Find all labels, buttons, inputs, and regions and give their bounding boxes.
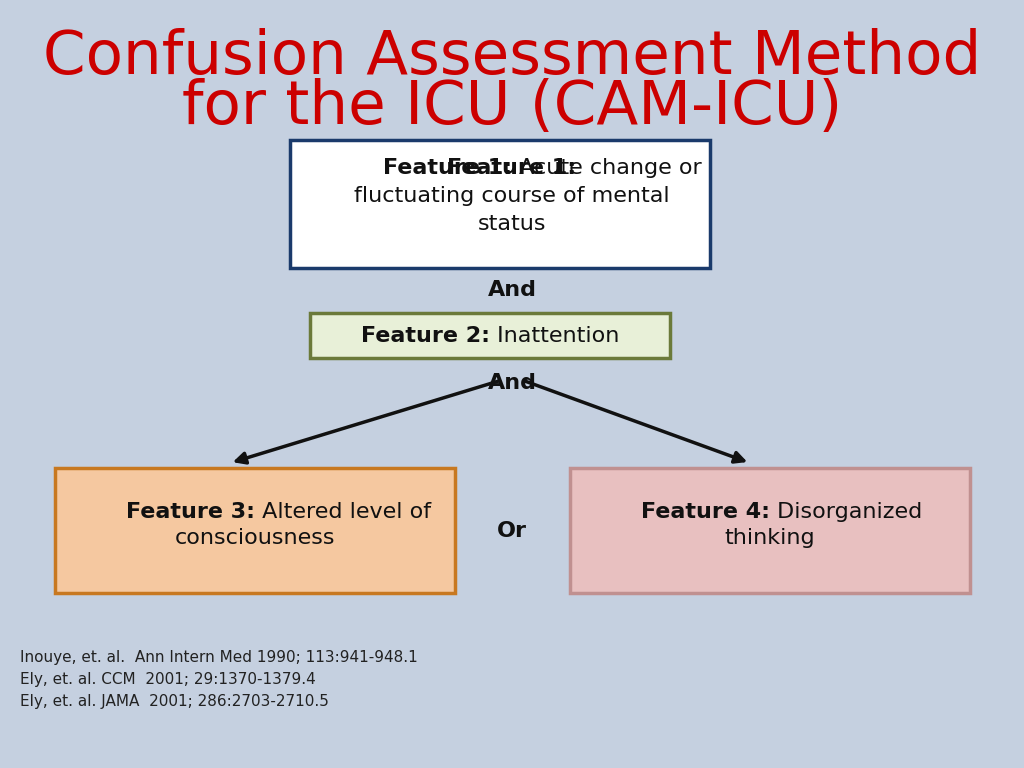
Text: And: And [487,280,537,300]
FancyBboxPatch shape [570,468,970,593]
Text: Feature 3:: Feature 3: [126,502,255,522]
Text: And: And [487,373,537,393]
Text: Feature 1:: Feature 1: [383,158,512,178]
Text: Inouye, et. al.  Ann Intern Med 1990; 113:941-948.1
Ely, et. al. CCM  2001; 29:1: Inouye, et. al. Ann Intern Med 1990; 113… [20,650,418,710]
Text: Feature 4:: Feature 4: [641,502,770,522]
Text: for the ICU (CAM-ICU): for the ICU (CAM-ICU) [182,78,842,137]
Text: status: status [478,214,546,234]
Text: Confusion Assessment Method: Confusion Assessment Method [43,28,981,87]
Text: Acute change or: Acute change or [512,158,701,178]
FancyBboxPatch shape [290,140,710,268]
Text: fluctuating course of mental: fluctuating course of mental [354,186,670,206]
Text: Feature 2:: Feature 2: [361,326,490,346]
Text: thinking: thinking [725,528,815,548]
Text: Inattention: Inattention [490,326,620,346]
Text: Disorganized: Disorganized [770,502,923,522]
FancyBboxPatch shape [310,313,670,358]
Text: consciousness: consciousness [175,528,335,548]
Text: Or: Or [497,521,527,541]
Text: Altered level of: Altered level of [255,502,431,522]
FancyBboxPatch shape [55,468,455,593]
Text: Feature 1:: Feature 1: [447,158,577,178]
